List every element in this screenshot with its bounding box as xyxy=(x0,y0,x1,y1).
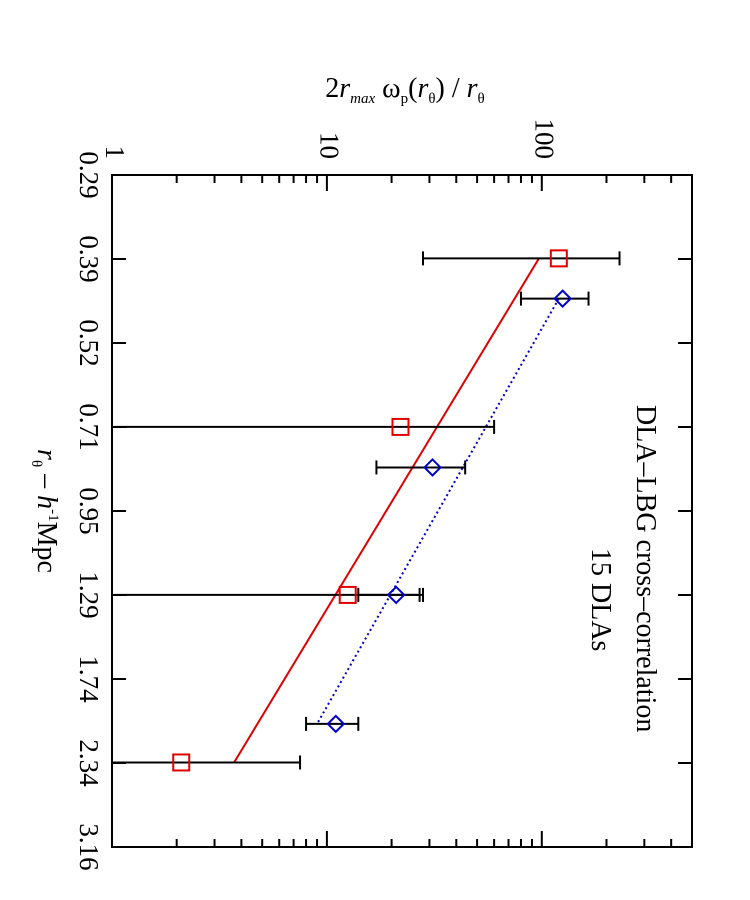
x-tick-label: 0.39 xyxy=(74,235,104,282)
x-tick-label: 2.34 xyxy=(74,739,104,787)
diamond-marker xyxy=(423,458,442,477)
data-markers xyxy=(172,249,573,772)
dotted-fit-line xyxy=(316,298,560,725)
diamond-marker xyxy=(326,714,346,734)
error-bars xyxy=(112,251,621,770)
x-tick-label: 0.52 xyxy=(74,319,104,366)
y-tick-label: 10 xyxy=(315,132,345,159)
fit-lines xyxy=(233,257,560,763)
x-tick-label: 1.29 xyxy=(74,571,104,618)
square-marker xyxy=(549,249,568,268)
diamond-marker xyxy=(386,585,406,605)
y-axis-title: 2rmax ωp(rθ) / rθ xyxy=(325,73,484,107)
x-axis-ticks: 0.29 0.39 0.52 0.71 0.95 1.29 1.74 2.34 3.16 xyxy=(74,151,692,871)
annotation-title: DLA–LBG cross–correlation xyxy=(630,405,661,732)
solid-fit-line xyxy=(233,257,540,763)
square-marker xyxy=(172,753,191,772)
x-axis-title: rθ – h-1Mpc xyxy=(28,449,62,573)
x-tick-label: 0.95 xyxy=(74,487,104,534)
y-axis-ticks: 1 10 100 xyxy=(100,119,673,847)
diamond-marker xyxy=(553,289,573,309)
x-tick-label: 3.16 xyxy=(74,823,104,870)
y-tick-label: 100 xyxy=(530,119,560,160)
square-marker xyxy=(338,585,357,604)
x-tick-label: 1.74 xyxy=(74,655,104,703)
plot-frame xyxy=(111,174,693,848)
x-tick-label: 0.29 xyxy=(74,151,104,198)
annotation-count: 15 DLAs xyxy=(585,548,616,651)
x-tick-label: 0.71 xyxy=(74,403,104,450)
square-marker xyxy=(391,417,410,436)
y-tick-label: 1 xyxy=(100,146,130,160)
